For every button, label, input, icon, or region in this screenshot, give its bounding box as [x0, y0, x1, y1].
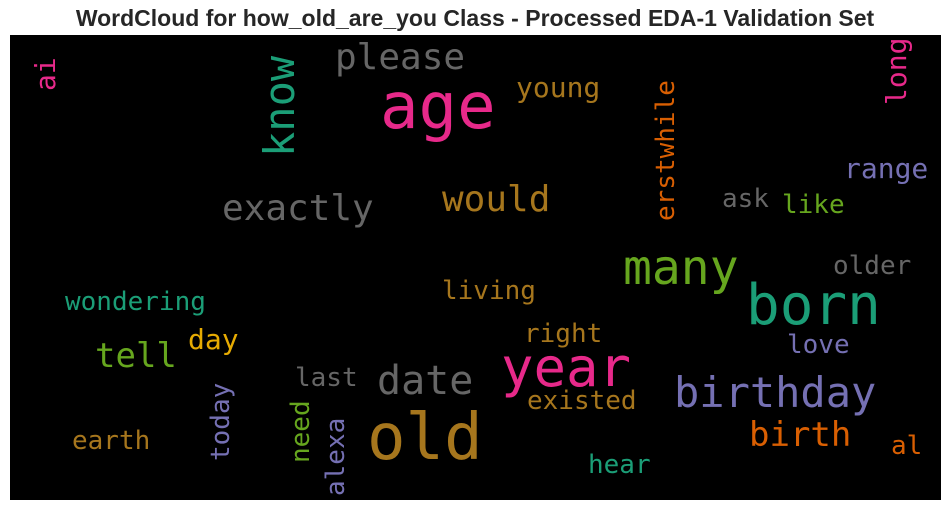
word-year: year [501, 336, 632, 399]
word-alexa: alexa [321, 417, 351, 496]
word-like: like [782, 190, 845, 220]
word-day: day [188, 323, 239, 356]
word-last: last [295, 363, 358, 393]
word-right: right [524, 319, 603, 349]
word-hear: hear [588, 450, 651, 480]
figure-title: WordCloud for how_old_are_you Class - Pr… [75, 5, 875, 31]
word-know: know [255, 55, 304, 157]
word-cloud: age old year born many birthday date kno… [10, 35, 941, 500]
word-wondering: wondering [65, 287, 206, 317]
word-older: older [833, 251, 912, 281]
word-many: many [623, 240, 739, 296]
word-born: born [746, 273, 881, 338]
word-birth: birth [749, 415, 852, 455]
word-al: al [891, 431, 923, 461]
word-range: range [844, 152, 929, 185]
word-living: living [442, 276, 536, 306]
word-earth: earth [72, 426, 151, 456]
word-date: date [377, 358, 474, 404]
word-old: old [367, 401, 483, 475]
word-erstwhile: erstwhile [651, 80, 681, 221]
word-tell: tell [95, 336, 177, 376]
word-today: today [206, 382, 236, 461]
word-existed: existed [527, 386, 637, 416]
word-age: age [380, 70, 496, 144]
word-need: need [286, 400, 316, 463]
word-exactly: exactly [222, 188, 374, 229]
word-ai: ai [29, 57, 62, 91]
word-love: love [787, 330, 850, 360]
word-young: young [516, 71, 601, 104]
word-would: would [442, 179, 551, 220]
word-long: long [880, 37, 913, 105]
word-birthday: birthday [674, 368, 877, 417]
word-please: please [335, 37, 466, 78]
word-ask: ask [722, 184, 769, 214]
